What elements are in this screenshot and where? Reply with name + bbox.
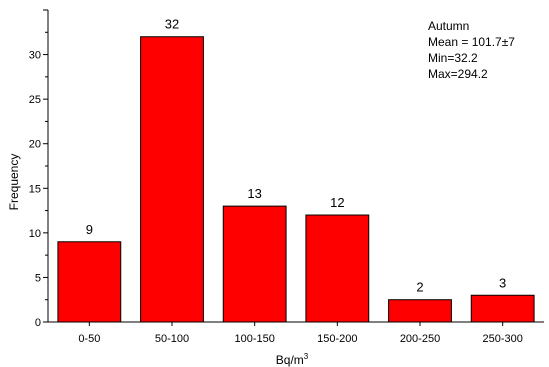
annotation-max: Max=294.2 [428, 67, 488, 81]
bar-data-label: 32 [165, 17, 179, 32]
annotation-min: Min=32.2 [428, 51, 478, 65]
x-tick-label: 0-50 [78, 333, 100, 345]
y-tick-label: 30 [29, 50, 41, 62]
annotation-box: Autumn Mean = 101.7±7 Min=32.2 Max=294.2 [428, 19, 515, 81]
y-tick-label: 25 [29, 94, 41, 106]
x-axis-title-superscript: 3 [304, 352, 309, 361]
x-axis-title: Bq/m3 [276, 352, 309, 367]
y-tick-label: 15 [29, 183, 41, 195]
bar-data-label: 12 [330, 195, 344, 210]
bar [305, 214, 370, 323]
bar [388, 299, 452, 323]
bar-data-label: 9 [86, 222, 93, 237]
bar [57, 241, 122, 323]
x-tick-label: 250-300 [482, 333, 522, 345]
x-tick-label: 50-100 [155, 333, 189, 345]
annotation-mean: Mean = 101.7±7 [428, 35, 515, 49]
y-tick-label: 0 [35, 317, 41, 329]
x-tick-label: 150-200 [317, 333, 357, 345]
bar-data-label: 13 [247, 186, 261, 201]
y-tick-label: 20 [29, 139, 41, 151]
annotation-season: Autumn [428, 19, 469, 33]
x-tick-label: 200-250 [400, 333, 440, 345]
y-axis-title: Frequency [7, 154, 21, 211]
y-tick-label: 5 [35, 272, 41, 284]
bar [470, 294, 535, 323]
x-axis-title-unit: Bq/m [276, 353, 304, 367]
bar-data-label: 2 [416, 280, 423, 295]
bar [222, 205, 287, 323]
x-tick-label: 100-150 [234, 333, 274, 345]
bar-data-label: 3 [499, 275, 506, 290]
bar [140, 36, 204, 323]
y-tick-label: 10 [29, 228, 41, 240]
